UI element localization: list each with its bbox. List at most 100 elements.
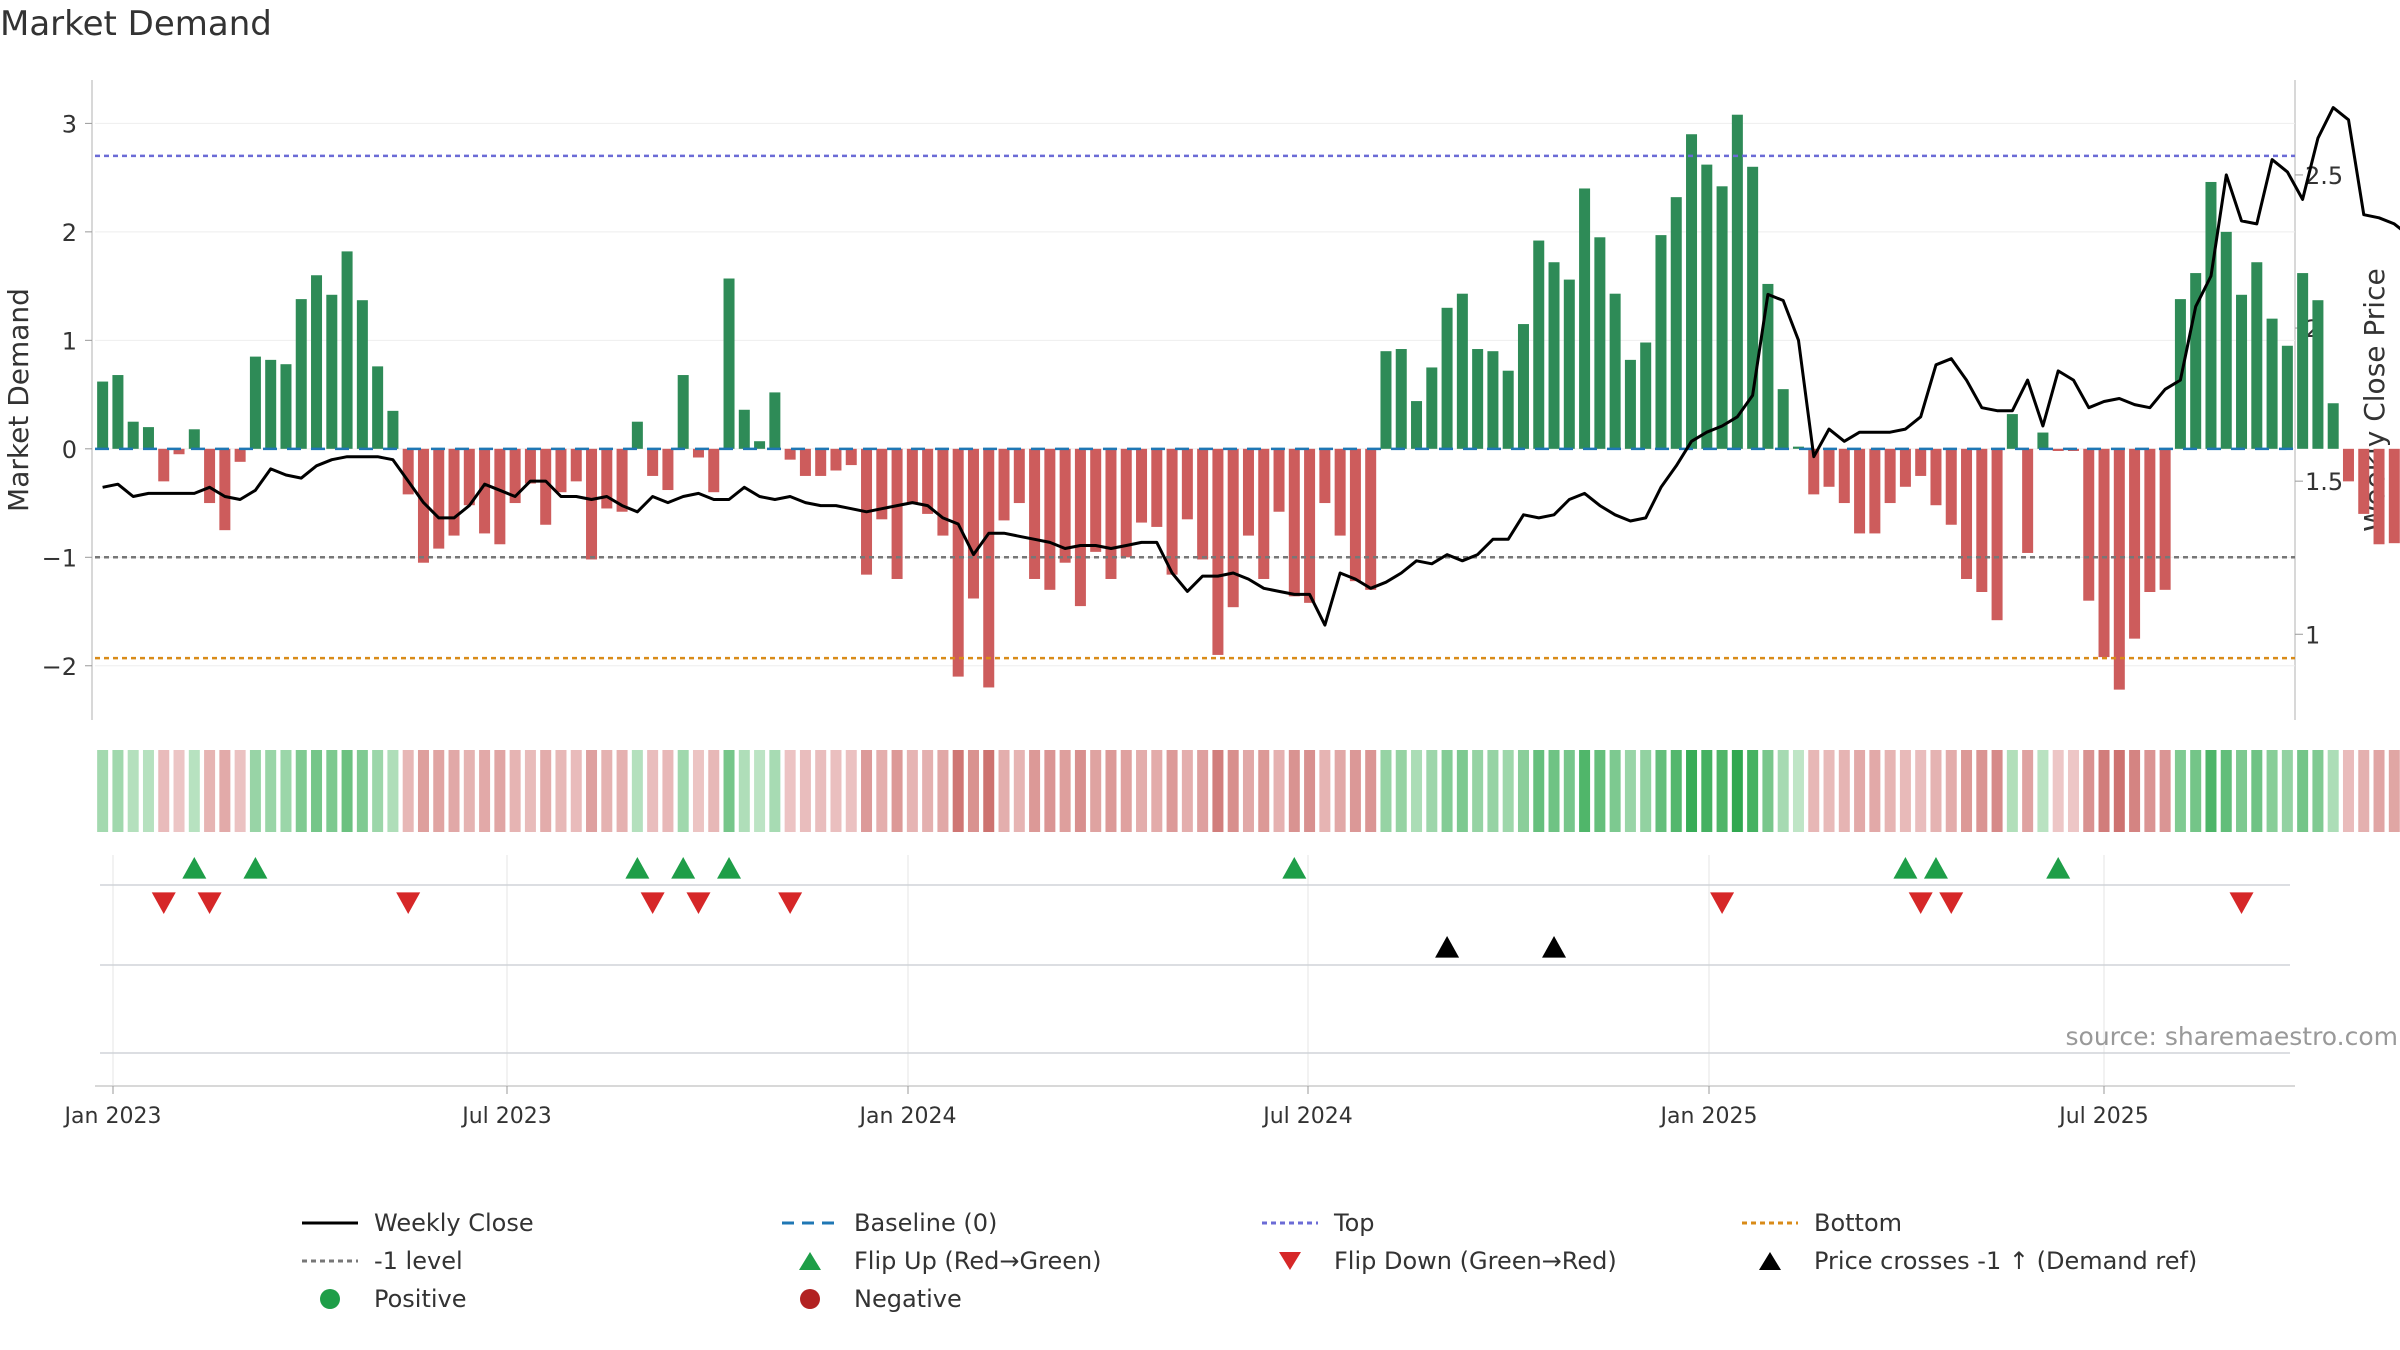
demand-bar xyxy=(570,448,582,482)
heat-cell xyxy=(1686,750,1698,832)
y-tick-label-right: 1.5 xyxy=(2305,468,2343,496)
y-tick-label-left: 0 xyxy=(62,436,77,464)
legend-item: Negative xyxy=(780,1282,962,1316)
legend-label: Top xyxy=(1334,1209,1375,1237)
demand-bar xyxy=(2388,448,2400,544)
demand-bar xyxy=(2251,262,2263,449)
heat-cell xyxy=(479,750,491,832)
heat-cell xyxy=(830,750,842,832)
demand-bar xyxy=(631,421,643,449)
heat-cell xyxy=(1747,750,1759,832)
demand-bar xyxy=(1655,235,1667,449)
demand-bar xyxy=(1258,448,1270,579)
demand-bar xyxy=(1609,293,1621,449)
demand-bar xyxy=(1319,448,1331,504)
heat-cell xyxy=(1441,750,1453,832)
heat-cell xyxy=(754,750,766,832)
heat-cell xyxy=(127,750,139,832)
heat-cell xyxy=(631,750,643,832)
demand-bar xyxy=(784,448,796,460)
heat-cell xyxy=(188,750,200,832)
demand-bar xyxy=(1945,448,1957,525)
heat-cell xyxy=(1120,750,1132,832)
heat-cell xyxy=(1334,750,1346,832)
heat-cell xyxy=(1563,750,1575,832)
heat-cell xyxy=(219,750,231,832)
legend-item: Top xyxy=(1260,1206,1375,1240)
heat-cell xyxy=(1930,750,1942,832)
heat-cell xyxy=(2358,750,2370,832)
demand-bar xyxy=(967,448,979,599)
heat-cell xyxy=(234,750,246,832)
demand-bar xyxy=(1166,448,1178,575)
demand-bar xyxy=(1838,448,1850,504)
demand-bar xyxy=(2129,448,2141,639)
demand-bar xyxy=(1029,448,1041,579)
heat-cell xyxy=(1792,750,1804,832)
heat-cell xyxy=(2297,750,2309,832)
flip-up-marker xyxy=(1893,857,1918,879)
heat-cell xyxy=(1380,750,1392,832)
demand-bar xyxy=(1823,448,1835,487)
legend-item: -1 level xyxy=(300,1244,463,1278)
heat-cell xyxy=(1961,750,1973,832)
demand-bar xyxy=(1090,448,1102,552)
demand-bar xyxy=(1151,448,1163,527)
demand-bar xyxy=(1380,351,1392,449)
demand-bar xyxy=(1120,448,1132,558)
demand-bar xyxy=(2083,448,2095,601)
heat-cell xyxy=(204,750,216,832)
heat-cell xyxy=(784,750,796,832)
demand-bar xyxy=(1808,448,1820,495)
heat-cell xyxy=(2144,750,2156,832)
demand-bar xyxy=(1701,164,1713,449)
y-tick-label-left: −2 xyxy=(42,653,77,681)
demand-bar xyxy=(2373,448,2385,545)
heat-cell xyxy=(524,750,536,832)
demand-bar xyxy=(998,448,1010,521)
heat-cell xyxy=(173,750,185,832)
demand-bar xyxy=(1854,448,1866,534)
flip-down-marker xyxy=(686,892,711,914)
heat-cell xyxy=(1288,750,1300,832)
demand-bar xyxy=(1411,401,1423,449)
demand-bar xyxy=(2358,448,2370,514)
heat-cell xyxy=(1823,750,1835,832)
demand-bar xyxy=(2220,231,2232,449)
flip-down-marker xyxy=(1939,892,1964,914)
demand-bar xyxy=(1349,448,1361,582)
heat-cell xyxy=(1197,750,1209,832)
legend-symbol xyxy=(1262,1221,1318,1225)
heat-cell xyxy=(815,750,827,832)
demand-bar xyxy=(509,448,521,504)
heat-cell xyxy=(1976,750,1988,832)
legend-label: Weekly Close xyxy=(374,1209,534,1237)
demand-bar xyxy=(845,448,857,466)
demand-bar xyxy=(876,448,888,520)
demand-bar xyxy=(2205,181,2217,449)
heat-cell xyxy=(1212,750,1224,832)
heat-cell xyxy=(1349,750,1361,832)
heat-cell xyxy=(311,750,323,832)
legend-label: Positive xyxy=(374,1285,467,1313)
demand-bar xyxy=(769,392,781,449)
demand-bar xyxy=(922,448,934,514)
demand-bar xyxy=(983,448,995,688)
demand-bar xyxy=(1579,188,1591,449)
demand-bar xyxy=(1563,279,1575,449)
demand-bar xyxy=(1517,324,1529,449)
heat-cell xyxy=(983,750,995,832)
x-tick-label: Jan 2025 xyxy=(1659,1104,1758,1129)
heat-cell xyxy=(1899,750,1911,832)
heat-cell xyxy=(1716,750,1728,832)
heat-cell xyxy=(555,750,567,832)
heat-cell xyxy=(1487,750,1499,832)
flip-up-marker xyxy=(625,857,650,879)
legend-label: Negative xyxy=(854,1285,962,1313)
price-cross-marker xyxy=(1542,936,1567,958)
demand-bar xyxy=(677,375,689,449)
y-tick-label-left: 2 xyxy=(62,219,77,247)
heat-cell xyxy=(1395,750,1407,832)
heat-cell xyxy=(2083,750,2095,832)
demand-bar xyxy=(1487,351,1499,449)
